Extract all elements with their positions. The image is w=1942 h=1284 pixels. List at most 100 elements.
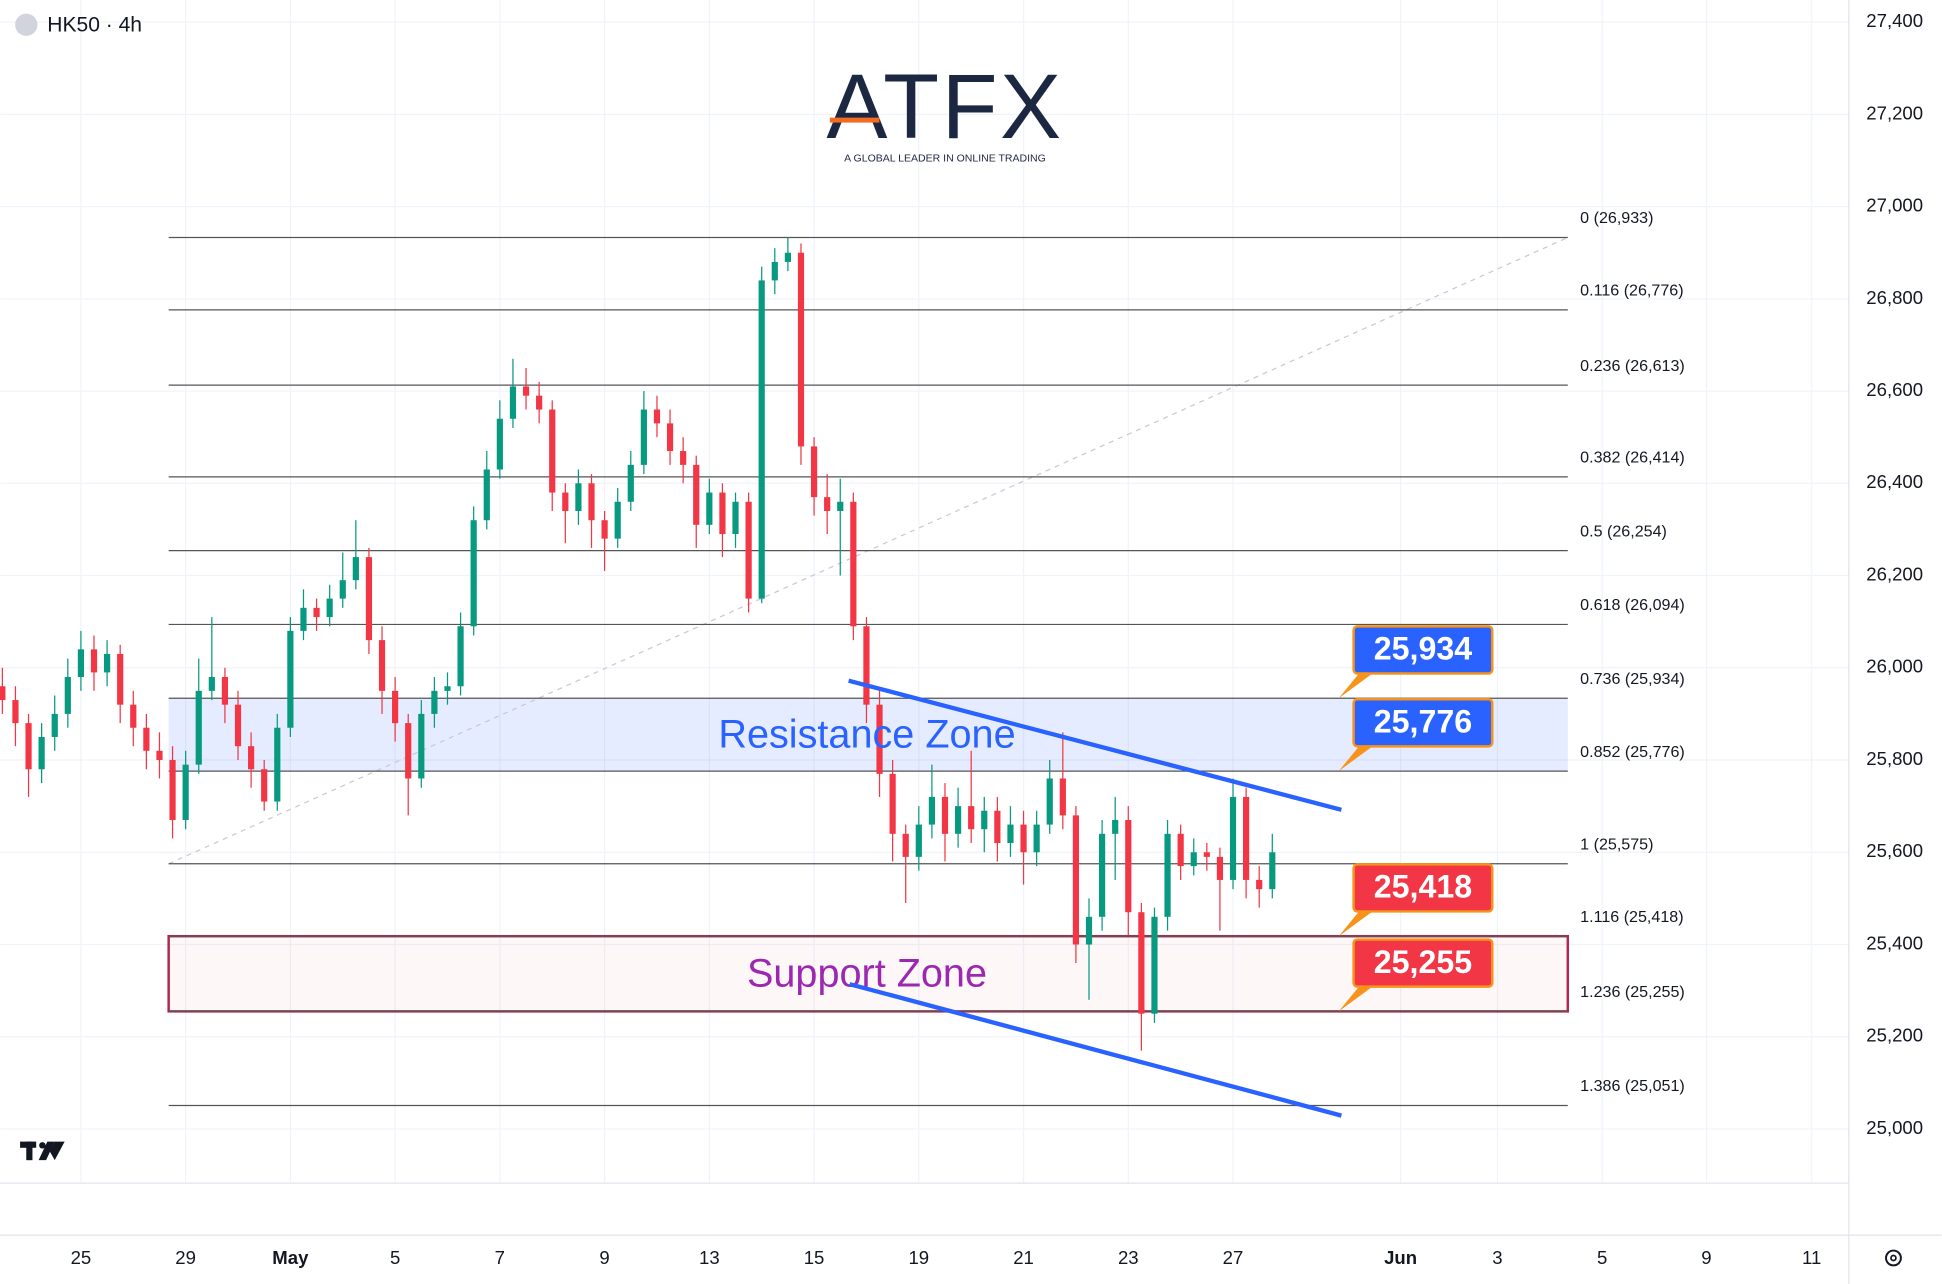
settings-icon[interactable] — [1885, 1249, 1902, 1267]
candle-body — [1243, 796, 1250, 880]
x-tick-label: 15 — [804, 1247, 825, 1268]
candle-body — [693, 464, 700, 525]
candle-body — [601, 520, 608, 539]
zone — [167, 934, 1570, 1013]
candle-body — [378, 640, 386, 691]
candle-body — [418, 713, 425, 779]
y-tick-label: 26,800 — [1866, 287, 1923, 308]
x-tick-label: 7 — [495, 1247, 505, 1268]
fib-label: 1.116 (25,418) — [1580, 908, 1683, 926]
y-tick-label: 27,000 — [1866, 195, 1923, 216]
callout-box — [1352, 938, 1494, 988]
x-tick-label: 27 — [1223, 1247, 1244, 1268]
candle-body — [1112, 819, 1119, 834]
callout-label: 25,776 — [1374, 704, 1472, 740]
candle-body — [876, 704, 883, 774]
candle-body — [261, 769, 268, 802]
x-tick-label: 25 — [71, 1247, 92, 1268]
y-tick-label: 26,600 — [1866, 379, 1923, 400]
candle-body — [837, 501, 844, 511]
x-tick-label: 29 — [175, 1247, 196, 1268]
candle-body — [483, 469, 490, 521]
candle-body — [928, 796, 935, 825]
candle-body — [562, 492, 569, 511]
candle-body — [666, 423, 674, 452]
candle-body — [457, 626, 464, 687]
candle-body — [1072, 815, 1080, 945]
candle-body — [941, 796, 949, 834]
candle-body — [0, 686, 6, 701]
settings-button[interactable] — [1885, 1249, 1902, 1267]
x-tick-label: 9 — [599, 1247, 609, 1268]
candle-body — [64, 677, 71, 714]
y-tick-label: 25,600 — [1866, 840, 1923, 861]
candle-body — [103, 653, 111, 673]
candle-body — [1190, 852, 1197, 867]
candle-body — [352, 557, 359, 581]
candle-body — [1151, 916, 1158, 1014]
candle-body — [287, 630, 294, 728]
x-tick-label: 5 — [390, 1247, 400, 1268]
candle-body — [771, 261, 778, 281]
candle-body — [274, 727, 281, 802]
logo-tagline: A GLOBAL LEADER IN ONLINE TRADING — [844, 152, 1046, 164]
candle-body — [758, 280, 765, 599]
candle-body — [1203, 852, 1210, 857]
candle-body — [156, 750, 163, 761]
candle-body — [1177, 833, 1184, 867]
candle-body — [1020, 824, 1027, 853]
candle-body — [863, 626, 870, 705]
fib-label: 0.236 (26,613) — [1580, 357, 1685, 375]
fib-label: 0.618 (26,094) — [1580, 596, 1685, 614]
x-tick-label: 19 — [908, 1247, 929, 1268]
y-tick-label: 25,000 — [1866, 1117, 1923, 1138]
candle-body — [1229, 796, 1237, 880]
candle-body — [719, 492, 726, 535]
grid — [0, 0, 1849, 1183]
candle-body — [902, 833, 909, 857]
candle-body — [496, 418, 503, 470]
candle-body — [732, 501, 739, 535]
x-tick-label: 3 — [1492, 1247, 1502, 1268]
y-tick-label: 26,400 — [1866, 471, 1923, 492]
fib-label: 0.5 (26,254) — [1580, 522, 1667, 540]
candle-body — [12, 700, 19, 724]
candle-body — [51, 713, 58, 737]
candle-body — [1138, 912, 1145, 1014]
callout-label: 25,255 — [1374, 944, 1472, 980]
candle-body — [1046, 778, 1053, 825]
candles — [0, 237, 1276, 1051]
y-tick-label: 25,400 — [1866, 932, 1923, 953]
logo-accent — [829, 117, 880, 123]
fib-label: 1 (25,575) — [1580, 835, 1653, 853]
fib-label: 0.736 (25,934) — [1580, 670, 1685, 688]
candle-body — [627, 464, 634, 502]
y-tick-label: 25,200 — [1866, 1025, 1923, 1046]
candle-body — [797, 252, 805, 447]
candle-body — [339, 580, 346, 599]
candle-body — [117, 653, 124, 705]
candle-body — [536, 395, 543, 410]
symbol-title: HK50 · 4h — [47, 14, 142, 37]
fib-label: 1.386 (25,051) — [1580, 1077, 1685, 1095]
callout-box — [1352, 698, 1494, 748]
candle-body — [313, 607, 320, 618]
candle-body — [130, 704, 137, 728]
candle-body — [745, 501, 752, 599]
candle-body — [38, 736, 45, 770]
candle-body — [509, 386, 517, 419]
callout-label: 25,418 — [1374, 869, 1472, 905]
callout-box — [1352, 625, 1494, 675]
candle-body — [1059, 778, 1066, 816]
candle-body — [653, 409, 661, 424]
settings-icon[interactable] — [1890, 1254, 1897, 1262]
candle-body — [195, 690, 202, 765]
candle-body — [784, 252, 791, 262]
x-tick-label: 13 — [699, 1247, 720, 1268]
fib-label: 0.852 (25,776) — [1580, 743, 1685, 761]
candle-body — [1269, 852, 1276, 890]
candle-body — [392, 690, 399, 724]
candle-body — [300, 607, 307, 631]
y-tick-label: 26,000 — [1866, 656, 1923, 677]
